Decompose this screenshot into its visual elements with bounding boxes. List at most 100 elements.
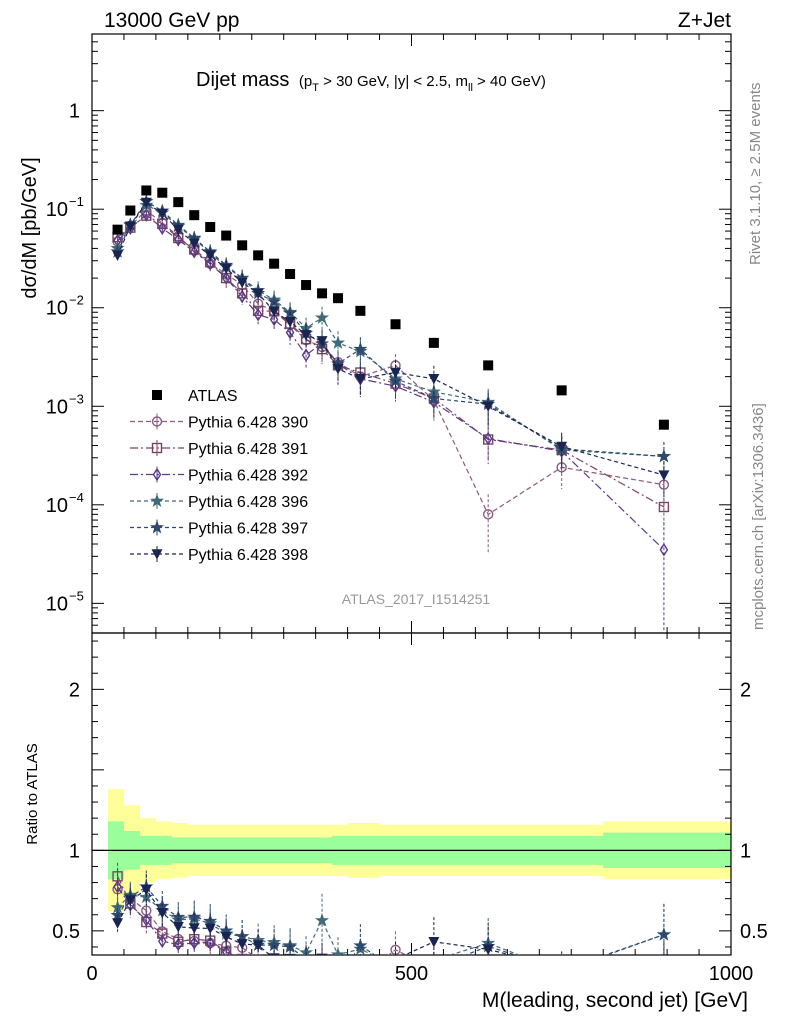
top-panel-data xyxy=(110,185,671,633)
legend-label-atlas: ATLAS xyxy=(188,388,238,405)
data-point xyxy=(658,501,670,513)
series-ratio-3 xyxy=(113,868,437,986)
atlas-point xyxy=(157,187,168,198)
y-tick-label-top: 10 xyxy=(46,495,68,517)
ratio-point xyxy=(268,953,280,955)
y-tick-label-top: 10 xyxy=(46,298,68,320)
x-tick-label: 1000 xyxy=(709,963,754,985)
ratio-point xyxy=(303,975,310,986)
data-point xyxy=(300,330,312,341)
ratio-point xyxy=(254,963,263,972)
x-axis-label: M(leading, second jet) [GeV] xyxy=(482,989,748,1012)
subtitle-open: (p xyxy=(299,73,312,90)
ratio-point xyxy=(173,937,183,952)
series-atlas xyxy=(112,185,669,430)
data-point xyxy=(141,207,151,222)
y-tick-exponent: −2 xyxy=(69,293,84,308)
series-line xyxy=(117,209,665,516)
legend-marker xyxy=(151,549,163,560)
ratio-point xyxy=(157,928,168,939)
ratio-point xyxy=(659,957,669,967)
series-top-6 xyxy=(112,197,670,498)
y-tick-exponent: −4 xyxy=(69,490,84,505)
ratio-point xyxy=(353,938,368,952)
legend-marker xyxy=(149,493,165,508)
ratio-point xyxy=(156,907,168,919)
data-point xyxy=(205,256,215,271)
ratio-point xyxy=(271,962,278,973)
atlas-point xyxy=(112,224,123,235)
bottom-panel-frame xyxy=(91,632,732,956)
subtitle-sub2: ll xyxy=(468,82,473,94)
ratio-point xyxy=(390,954,402,955)
y-tick-label-bottom-right: 2 xyxy=(740,679,751,701)
data-point xyxy=(252,288,264,299)
data-point xyxy=(236,277,248,289)
ratio-point xyxy=(429,965,438,974)
ratio-point xyxy=(318,961,327,970)
ratio-point xyxy=(124,895,136,906)
y-tick-label-bottom: 0.5 xyxy=(52,921,80,943)
data-point xyxy=(236,288,248,299)
series-top-5 xyxy=(110,193,671,479)
y-tick-exponent: −5 xyxy=(69,588,84,603)
ratio-point xyxy=(236,953,248,955)
atlas-point xyxy=(269,258,280,269)
ratio-point xyxy=(302,961,311,970)
series-ratio-line xyxy=(117,888,513,955)
data-point xyxy=(556,441,568,453)
series-line xyxy=(117,200,664,457)
atlas-point xyxy=(221,230,232,241)
data-point xyxy=(268,306,280,317)
data-point xyxy=(354,374,366,385)
ratio-point xyxy=(656,927,671,941)
legend-marker xyxy=(151,442,163,454)
x-tick-label: 500 xyxy=(395,963,428,985)
atlas-point xyxy=(390,319,401,330)
ratio-point xyxy=(430,966,437,977)
y-tick-label-top: 10 xyxy=(46,396,68,418)
process-label: Z+Jet xyxy=(678,9,731,32)
subtitle-mid: > 30 GeV, |y| < 2.5, m xyxy=(319,73,468,90)
ratio-point xyxy=(332,970,344,982)
ratio-point xyxy=(286,958,295,967)
data-point xyxy=(482,509,494,520)
series-ratio-6 xyxy=(112,874,669,986)
data-point xyxy=(269,312,279,327)
ratio-point xyxy=(334,971,343,980)
series-ratio-line xyxy=(117,886,233,955)
atlas-point xyxy=(658,419,669,430)
ratio-point xyxy=(482,944,494,955)
ratio-point xyxy=(557,964,567,974)
x-tick-label: 0 xyxy=(86,963,97,985)
ratio-point xyxy=(321,953,323,955)
data-point xyxy=(188,238,200,250)
y-axis-label-bottom: Ratio to ATLAS xyxy=(24,743,41,844)
ratio-point xyxy=(221,944,231,955)
chart-title: Dijet mass (pT > 30 GeV, |y| < 2.5, mll … xyxy=(196,69,546,94)
data-point xyxy=(353,341,368,356)
legend-marker-atlas xyxy=(152,390,162,400)
legend-marker xyxy=(151,416,163,427)
data-point xyxy=(659,542,669,557)
data-point xyxy=(330,335,346,349)
ratio-point xyxy=(333,976,343,986)
ratio-point xyxy=(286,956,295,965)
ratio-point xyxy=(302,962,311,971)
series-ratio-2 xyxy=(112,862,493,987)
data-point xyxy=(172,224,184,236)
data-point xyxy=(189,244,199,259)
legend-marker xyxy=(149,520,165,534)
data-point xyxy=(284,316,296,328)
y-tick-label-top: 10 xyxy=(46,199,68,221)
atlas-point xyxy=(205,221,216,232)
atlas-point xyxy=(428,337,439,348)
y-tick-exponent: −1 xyxy=(69,194,84,209)
ratio-point xyxy=(484,978,493,987)
y-tick-exponent: −3 xyxy=(69,391,84,406)
ratio-point xyxy=(335,971,342,982)
ratio-point xyxy=(428,961,440,973)
atlas-point xyxy=(141,185,152,196)
subtitle-sub1: T xyxy=(312,82,319,94)
